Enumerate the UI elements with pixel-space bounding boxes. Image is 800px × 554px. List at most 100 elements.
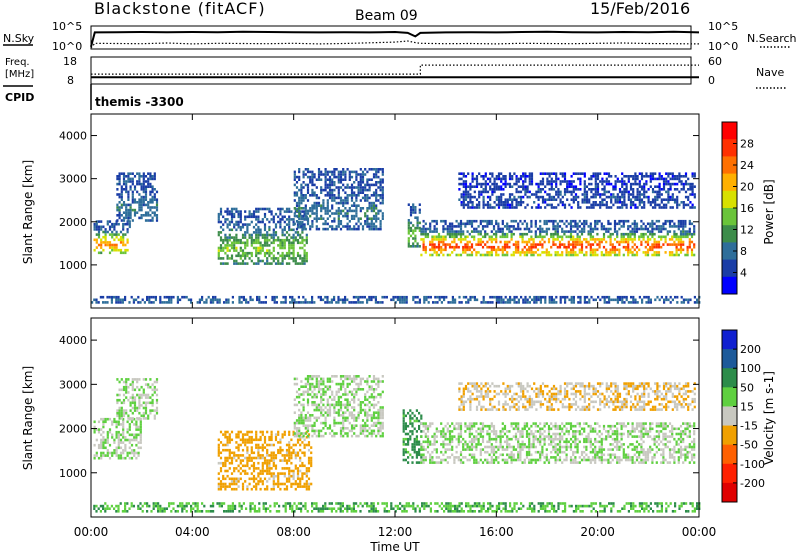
heatmap-cell: [281, 218, 284, 221]
heatmap-cell: [577, 195, 580, 199]
heatmap-cell: [97, 430, 101, 434]
heatmap-cell: [590, 182, 593, 186]
heatmap-cell: [244, 456, 247, 460]
heatmap-cell: [618, 195, 622, 199]
heatmap-cell: [680, 175, 683, 178]
heatmap-cell: [288, 244, 291, 247]
heatmap-cell: [224, 220, 227, 224]
heatmap-cell: [309, 207, 312, 210]
heatmap-cell: [130, 420, 134, 424]
heatmap-cell: [370, 414, 373, 417]
heatmap-cell: [555, 295, 558, 299]
heatmap-cell: [135, 436, 138, 439]
heatmap-cell: [375, 170, 378, 174]
heatmap-cell: [288, 218, 291, 221]
heatmap-cell: [311, 191, 314, 194]
heatmap-cell: [111, 230, 114, 234]
heatmap-cell: [574, 240, 577, 244]
heatmap-cell: [140, 195, 143, 199]
heatmap-cell: [495, 240, 498, 244]
heatmap-cell: [106, 295, 109, 299]
heatmap-cell: [272, 443, 275, 447]
heatmap-cell: [301, 259, 304, 263]
heatmap-cell: [328, 406, 332, 409]
heatmap-cell: [486, 240, 489, 244]
heatmap-cell: [264, 295, 267, 299]
heatmap-cell: [357, 301, 360, 304]
heatmap-cell: [486, 203, 490, 207]
noise-ytick-right-bottom: 10^0: [708, 40, 738, 53]
heatmap-cell: [326, 414, 329, 417]
heatmap-cell: [93, 454, 96, 457]
heatmap-cell: [429, 240, 432, 244]
heatmap-cell: [649, 238, 652, 241]
heatmap-cell: [609, 222, 612, 226]
heatmap-cell: [263, 228, 267, 232]
heatmap-cell: [299, 262, 302, 265]
heatmap-cell: [656, 195, 659, 199]
heatmap-cell: [222, 238, 225, 242]
heatmap-cell: [116, 208, 119, 212]
heatmap-cell: [233, 456, 236, 460]
heatmap-cell: [104, 446, 107, 450]
heatmap-cell: [565, 248, 568, 252]
heatmap-cell: [541, 180, 545, 183]
heatmap-cell: [673, 201, 677, 204]
heatmap-cell: [259, 430, 262, 434]
heatmap-cell: [248, 215, 251, 219]
heatmap-cell: [434, 295, 437, 299]
heatmap-cell: [539, 182, 542, 186]
heatmap-cell: [350, 301, 353, 304]
heatmap-cell: [429, 225, 432, 228]
heatmap-cell: [671, 235, 674, 239]
heatmap-cell: [315, 204, 318, 207]
heatmap-cell: [370, 434, 373, 438]
heatmap-cell: [320, 411, 323, 414]
heatmap-cell: [609, 251, 612, 254]
heatmap-cell: [545, 219, 548, 223]
heatmap-cell: [333, 419, 336, 422]
heatmap-cell: [108, 451, 112, 455]
heatmap-cell: [361, 178, 365, 181]
heatmap-cell: [525, 248, 529, 252]
heatmap-cell: [580, 222, 584, 226]
heatmap-cell: [306, 186, 310, 189]
heatmap-cell: [368, 414, 371, 417]
heatmap-cell: [385, 295, 388, 299]
heatmap-cell: [585, 185, 589, 188]
heatmap-cell: [240, 295, 243, 299]
heatmap-cell: [481, 235, 485, 239]
heatmap-cell: [337, 191, 340, 194]
heatmap-cell: [548, 198, 551, 201]
heatmap-cell: [511, 198, 514, 201]
heatmap-cell: [627, 240, 630, 244]
heatmap-cell: [649, 301, 652, 304]
heatmap-cell: [290, 241, 293, 245]
heatmap-cell: [545, 230, 548, 233]
heatmap-cell: [142, 393, 145, 397]
heatmap-cell: [283, 482, 286, 486]
heatmap-cell: [677, 225, 680, 228]
heatmap-cell: [682, 203, 685, 207]
heatmap-cell: [108, 220, 112, 223]
heatmap-cell: [226, 441, 229, 444]
heatmap-cell: [288, 238, 291, 242]
heatmap-cell: [375, 207, 378, 210]
heatmap-cell: [252, 467, 256, 470]
heatmap-cell: [563, 175, 567, 178]
heatmap-cell: [255, 254, 258, 258]
heatmap-cell: [226, 254, 229, 258]
heatmap-cell: [222, 246, 225, 250]
heatmap-cell: [497, 175, 501, 178]
heatmap-cell: [612, 188, 615, 191]
heatmap-cell: [645, 182, 648, 186]
heatmap-cell: [539, 298, 542, 302]
heatmap-cell: [214, 298, 217, 302]
heatmap-cell: [239, 220, 242, 224]
heatmap-cell: [317, 196, 321, 200]
heatmap-cell: [224, 262, 227, 265]
heatmap-cell: [124, 222, 127, 226]
heatmap-cell: [127, 391, 130, 394]
heatmap-cell: [502, 193, 505, 196]
heatmap-cell: [522, 175, 525, 178]
